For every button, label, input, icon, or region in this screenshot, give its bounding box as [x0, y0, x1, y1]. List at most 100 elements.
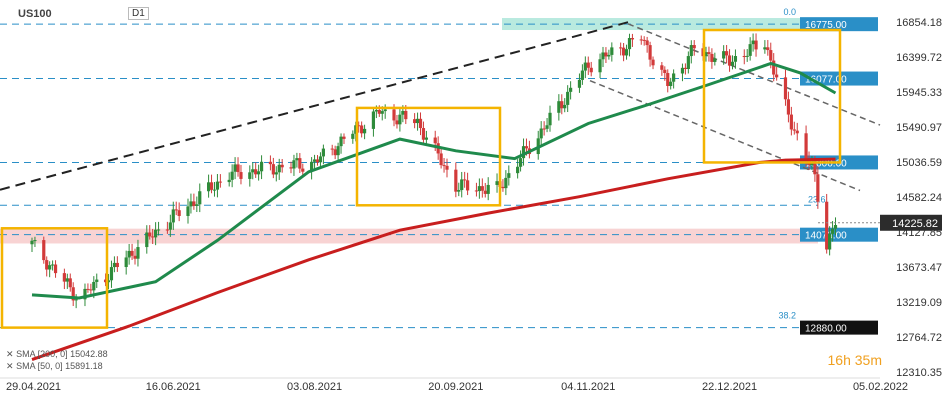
candle-body: [730, 61, 735, 66]
candle-body: [218, 181, 222, 183]
candle-body: [645, 40, 649, 46]
candle-body: [230, 171, 234, 180]
candle-body: [516, 166, 520, 174]
x-tick-label: 29.04.2021: [6, 381, 61, 393]
candle-body: [669, 81, 673, 87]
candle-body: [548, 112, 552, 126]
candle-body: [395, 120, 399, 125]
sma-50-line: [31, 61, 837, 300]
candle-body: [607, 54, 611, 57]
candle-body: [630, 38, 635, 40]
candle-body: [601, 52, 605, 60]
trendline-rising: [0, 21, 629, 191]
candle-body: [106, 280, 111, 283]
candle-body: [268, 161, 273, 165]
candle-body: [277, 164, 281, 173]
candle-body: [298, 158, 302, 169]
candle-body: [239, 172, 243, 179]
candle-body: [289, 167, 293, 169]
candle-body: [707, 52, 711, 54]
candle-body: [460, 179, 464, 191]
candle-body: [357, 125, 361, 127]
candle-body: [501, 186, 505, 189]
candle-body: [374, 109, 378, 112]
candle-body: [236, 164, 240, 173]
y-tick-label: 16854.18: [896, 17, 942, 29]
candle-body: [83, 288, 87, 300]
candle-body: [33, 240, 37, 242]
candle-body: [763, 47, 767, 50]
candle-body: [766, 47, 770, 51]
candle-body: [783, 77, 788, 100]
candle-body: [589, 67, 593, 73]
indicator-sma-50[interactable]: ✕ SMA [50, 0] 15891.18: [6, 361, 103, 371]
candle-body: [433, 137, 437, 144]
candle-body: [680, 67, 685, 74]
candle-body: [336, 146, 340, 156]
candle-body: [259, 161, 264, 172]
candle-body: [786, 99, 791, 115]
candle-body: [371, 111, 376, 129]
candle-body: [339, 136, 343, 147]
candle-body: [45, 260, 49, 270]
candle-body: [227, 179, 231, 183]
candle-body: [168, 222, 172, 230]
candle-body: [521, 146, 526, 159]
candle-body: [792, 129, 796, 131]
candle-body: [772, 60, 776, 75]
level-tag: [800, 320, 878, 335]
candle-body: [751, 40, 755, 45]
candle-body: [663, 69, 667, 74]
candle-body: [833, 225, 838, 229]
candle-body: [727, 55, 732, 66]
candle-body: [816, 174, 820, 202]
y-tick-label: 12764.72: [896, 332, 942, 344]
candle-body: [312, 159, 317, 162]
candle-body: [545, 125, 549, 129]
candle-body: [351, 133, 355, 139]
fib-label: 0.0: [783, 7, 796, 17]
candle-body: [362, 128, 367, 134]
candle-body: [651, 59, 655, 66]
candle-body: [333, 149, 337, 156]
current-price-label: 14225.82: [892, 218, 938, 230]
candle-body: [130, 250, 134, 256]
symbol-label[interactable]: US100: [18, 8, 52, 20]
candle-body: [360, 125, 364, 134]
candle-body: [483, 190, 487, 194]
candle-body: [48, 265, 52, 270]
candle-body: [480, 186, 484, 191]
candle-body: [136, 247, 140, 259]
indicator-sma-200[interactable]: ✕ SMA [200, 0] 15042.88: [6, 349, 108, 359]
candle-body: [92, 281, 96, 291]
candle-body: [828, 233, 832, 250]
candle-body: [151, 236, 155, 238]
candle-body: [42, 240, 46, 261]
timeframe-button[interactable]: D1: [128, 7, 149, 20]
indicator-close-icon[interactable]: ✕: [6, 361, 14, 371]
y-tick-label: 13673.47: [896, 262, 942, 274]
candle-body: [725, 51, 729, 56]
candle-body: [775, 74, 779, 78]
candle-body: [398, 114, 402, 125]
candle-body: [233, 164, 237, 172]
candle-body: [563, 104, 567, 109]
candle-body: [321, 148, 325, 157]
candle-body: [713, 58, 717, 62]
candle-body: [310, 161, 314, 172]
y-tick-label: 15945.33: [896, 87, 942, 99]
candle-body: [789, 114, 793, 130]
candle-body: [830, 228, 835, 234]
candle-body: [504, 177, 508, 189]
candle-body: [689, 45, 693, 57]
candle-body: [112, 262, 117, 268]
indicator-close-icon[interactable]: ✕: [6, 349, 14, 359]
candle-body: [156, 229, 161, 231]
candle-body: [742, 56, 746, 58]
level-label: 15000.00: [805, 158, 847, 169]
candle-body: [642, 39, 646, 41]
candle-body: [65, 278, 69, 282]
x-tick-label: 04.11.2021: [561, 381, 615, 393]
candle-body: [380, 111, 384, 114]
